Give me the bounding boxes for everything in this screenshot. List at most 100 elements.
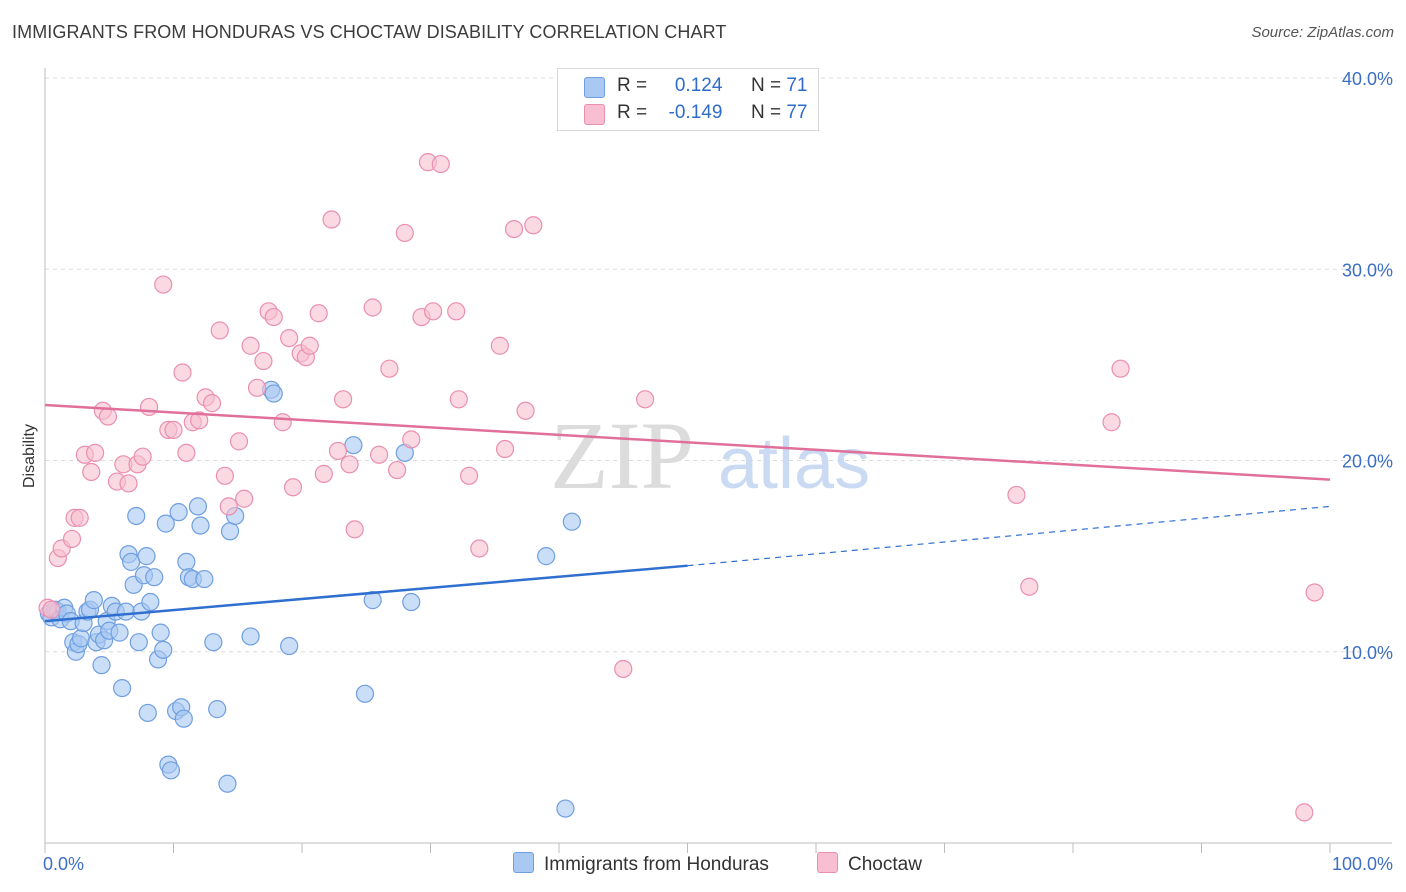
- data-point: [504, 219, 524, 239]
- trend-line-honduras-extension: [687, 505, 1331, 567]
- data-point: [161, 761, 181, 780]
- data-point: [328, 441, 348, 461]
- data-point: [121, 552, 141, 571]
- data-point: [92, 656, 111, 675]
- data-point: [280, 636, 299, 656]
- legend-r-value: 0.124: [674, 75, 723, 96]
- data-point: [1111, 359, 1130, 378]
- data-point: [116, 602, 136, 621]
- y-tick-label: 40.0%: [1342, 69, 1393, 89]
- data-point: [177, 552, 196, 571]
- data-point: [138, 703, 157, 723]
- data-point: [174, 709, 193, 728]
- data-point: [208, 700, 227, 719]
- bottom-legend-honduras: Immigrants from Honduras: [513, 852, 769, 876]
- correlation-legend: R = 0.124 N = 71 R = -0.149 N = 77: [557, 68, 819, 131]
- data-point: [340, 455, 359, 474]
- data-point: [556, 799, 575, 818]
- legend-r-value: -0.149: [668, 102, 723, 123]
- data-point: [459, 466, 479, 485]
- data-point: [495, 439, 515, 459]
- data-point: [322, 210, 341, 229]
- data-point: [380, 359, 399, 378]
- data-point: [129, 633, 148, 652]
- data-point: [264, 384, 283, 403]
- axis-labels: 10.0% 20.0% 30.0% 40.0% 0.0% 100.0% Disability: [21, 69, 1393, 874]
- data-point: [241, 627, 260, 646]
- data-point: [133, 447, 152, 466]
- watermark: ZIP atlas: [550, 402, 870, 509]
- data-point: [154, 640, 173, 659]
- y-tick-label: 10.0%: [1342, 643, 1393, 663]
- data-point: [402, 430, 421, 449]
- data-point: [345, 520, 364, 539]
- legend-n-label: N =: [750, 102, 782, 123]
- data-point: [154, 275, 173, 294]
- data-point: [204, 633, 223, 652]
- data-point: [215, 466, 234, 485]
- data-point: [191, 516, 210, 535]
- data-point: [70, 508, 89, 527]
- data-point: [127, 506, 146, 526]
- data-point: [1295, 803, 1314, 822]
- data-point: [173, 363, 192, 382]
- data-point: [119, 474, 138, 493]
- data-point: [241, 336, 260, 355]
- y-tick-label: 20.0%: [1342, 452, 1393, 472]
- data-point: [84, 591, 103, 610]
- data-point: [1020, 577, 1039, 596]
- data-point: [431, 154, 450, 174]
- data-point: [210, 321, 229, 340]
- data-point: [516, 401, 535, 420]
- data-point: [524, 216, 543, 235]
- data-point: [139, 397, 159, 417]
- data-point: [283, 478, 303, 497]
- legend-r-label: R =: [617, 102, 648, 123]
- data-point: [309, 304, 328, 323]
- gridlines: [45, 77, 1392, 653]
- legend-n-label: N =: [750, 75, 782, 96]
- bottom-legend-swatch-pink: [817, 852, 838, 873]
- data-point: [169, 503, 188, 522]
- data-point: [1305, 583, 1324, 602]
- data-point: [402, 592, 421, 612]
- data-point: [247, 378, 267, 397]
- data-point: [562, 512, 581, 531]
- data-point: [614, 659, 633, 679]
- watermark-zip: ZIP: [550, 402, 694, 509]
- data-point: [395, 223, 414, 243]
- data-point: [423, 302, 443, 321]
- data-point: [449, 390, 468, 409]
- data-point: [280, 329, 299, 348]
- trend-line-honduras: [44, 564, 688, 623]
- data-point: [195, 569, 214, 589]
- data-point: [137, 547, 156, 566]
- data-point: [218, 774, 237, 793]
- data-point: [1102, 413, 1121, 432]
- data-point: [344, 436, 363, 455]
- legend-r-label: R =: [617, 75, 648, 96]
- data-point: [151, 623, 170, 642]
- data-point: [1007, 485, 1026, 505]
- data-point: [229, 432, 249, 451]
- data-point: [164, 420, 183, 439]
- data-point: [363, 298, 382, 317]
- data-point: [190, 411, 209, 430]
- data-point: [71, 629, 91, 648]
- data-point: [145, 568, 164, 587]
- data-point: [177, 443, 196, 462]
- trend-lines: [44, 403, 1331, 623]
- data-point: [235, 489, 254, 508]
- x-tick-label: 0.0%: [43, 854, 84, 874]
- data-point: [537, 547, 556, 566]
- bottom-legend-choctaw: Choctaw: [817, 852, 922, 876]
- data-point: [112, 678, 132, 698]
- bottom-legend-label: Immigrants from Honduras: [544, 854, 769, 875]
- data-point: [387, 460, 407, 480]
- data-point: [370, 445, 389, 464]
- series-choctaw-points: [38, 153, 1324, 822]
- y-tick-label: 30.0%: [1342, 260, 1393, 280]
- legend-swatch-pink: [584, 104, 605, 125]
- data-point: [334, 390, 353, 409]
